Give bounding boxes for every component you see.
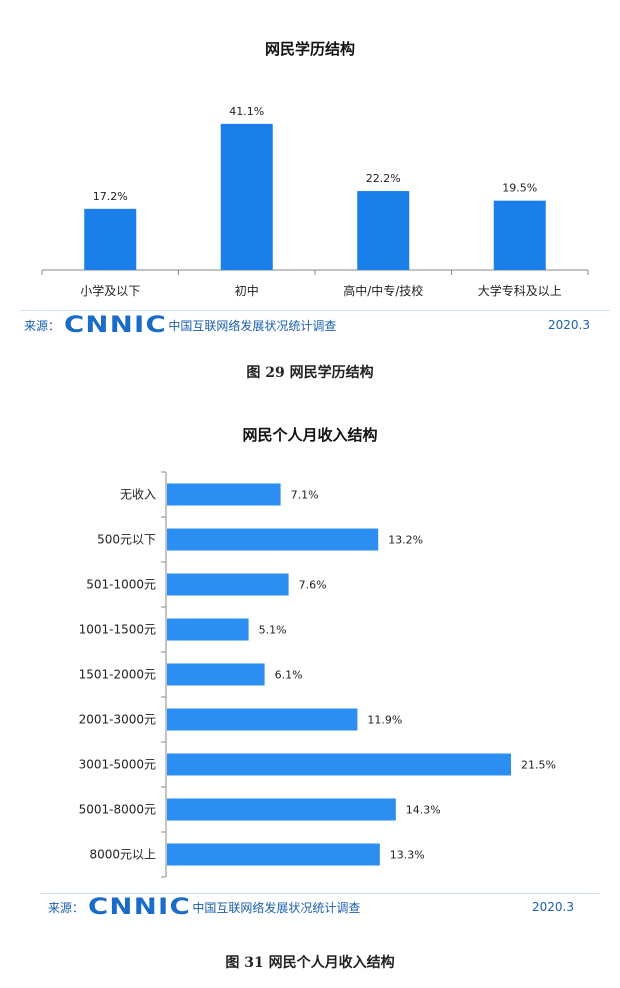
income-category-label: 8000元以上 bbox=[89, 848, 156, 862]
income-source-survey: 中国互联网络发展状况统计调查 bbox=[192, 901, 361, 915]
income-category-label: 3001-5000元 bbox=[79, 758, 156, 772]
income-cnnic-logo: CNNIC bbox=[88, 895, 191, 920]
income-category-label: 5001-8000元 bbox=[79, 803, 156, 817]
income-chart-title: 网民个人月收入结构 bbox=[242, 426, 378, 444]
edu-value-label: 17.2% bbox=[93, 190, 128, 203]
income-value-label: 11.9% bbox=[367, 714, 402, 727]
income-figure-caption: 图 31 网民个人月收入结构 bbox=[225, 955, 395, 971]
income-bar bbox=[167, 843, 380, 866]
income-value-label: 5.1% bbox=[259, 624, 287, 637]
income-category-label: 无收入 bbox=[120, 488, 156, 502]
edu-value-label: 19.5% bbox=[502, 182, 537, 195]
edu-source-divider bbox=[20, 310, 610, 311]
edu-category-label: 高中/中专/技校 bbox=[343, 283, 423, 298]
income-source-date: 2020.3 bbox=[532, 900, 574, 914]
edu-value-label: 22.2% bbox=[366, 172, 401, 185]
income-bar bbox=[167, 663, 265, 686]
edu-chart-title: 网民学历结构 bbox=[264, 40, 355, 58]
income-value-label: 6.1% bbox=[275, 669, 303, 682]
income-source: 来源： CNNIC 中国互联网络发展状况统计调查 bbox=[48, 895, 360, 920]
income-value-label: 14.3% bbox=[406, 804, 441, 817]
income-bar bbox=[167, 618, 249, 641]
edu-bar bbox=[493, 200, 546, 270]
income-bar bbox=[167, 753, 511, 776]
edu-bar bbox=[357, 191, 410, 270]
edu-value-label: 41.1% bbox=[229, 105, 264, 118]
income-value-label: 21.5% bbox=[521, 759, 556, 772]
income-category-label: 501-1000元 bbox=[86, 578, 156, 592]
edu-figure-caption: 图 29 网民学历结构 bbox=[246, 365, 374, 381]
edu-bar-chart: 17.2% 小学及以下 41.1% 初中 22.2% 高中/中专/技校 19.5% 大学专科及… bbox=[41, 105, 589, 298]
income-category-label: 1001-1500元 bbox=[79, 623, 156, 637]
edu-category-label: 小学及以下 bbox=[80, 283, 140, 298]
edu-source-date: 2020.3 bbox=[548, 318, 590, 332]
income-source-label: 来源： bbox=[48, 901, 85, 915]
income-bar bbox=[167, 708, 358, 731]
income-bar bbox=[167, 483, 281, 506]
income-value-label: 13.2% bbox=[388, 534, 423, 547]
edu-source-label: 来源： bbox=[24, 319, 61, 333]
edu-bar bbox=[220, 123, 273, 270]
income-bar-chart: 7.1% 无收入 13.2% 500元以下 7.6% 501-1000元 5.1% 1001-… bbox=[79, 471, 556, 878]
edu-category-label: 大学专科及以上 bbox=[478, 283, 562, 298]
income-bar bbox=[167, 528, 379, 551]
edu-cnnic-logo: CNNIC bbox=[64, 313, 167, 338]
edu-source: 来源： CNNIC 中国互联网络发展状况统计调查 bbox=[24, 313, 336, 338]
income-category-label: 2001-3000元 bbox=[79, 713, 156, 727]
income-source-divider bbox=[40, 893, 600, 894]
edu-source-survey: 中国互联网络发展状况统计调查 bbox=[168, 319, 337, 333]
income-value-label: 7.1% bbox=[291, 489, 319, 502]
income-bar bbox=[167, 798, 396, 821]
edu-bar bbox=[84, 208, 137, 270]
income-category-label: 1501-2000元 bbox=[79, 668, 156, 682]
income-value-label: 7.6% bbox=[299, 579, 327, 592]
edu-category-label: 初中 bbox=[235, 283, 259, 298]
income-bar bbox=[167, 573, 289, 596]
income-value-label: 13.3% bbox=[390, 849, 425, 862]
income-category-label: 500元以下 bbox=[97, 533, 156, 547]
